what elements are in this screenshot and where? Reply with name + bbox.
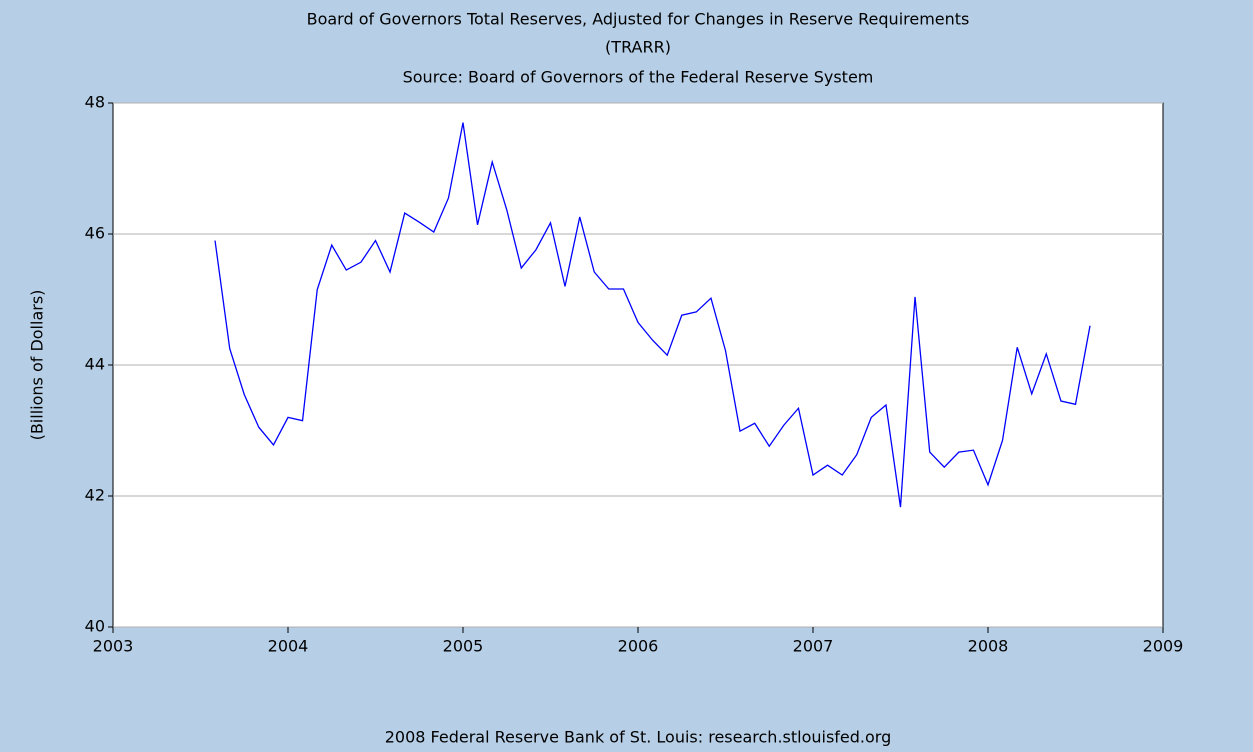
y-tick-label: 42	[85, 486, 105, 505]
x-tick-label: 2006	[618, 637, 659, 656]
x-tick-label: 2008	[968, 637, 1009, 656]
chart-source: Source: Board of Governors of the Federa…	[403, 68, 874, 87]
y-axis-label: (Billions of Dollars)	[28, 290, 47, 441]
data-line	[214, 122, 1091, 508]
y-tick-label: 48	[85, 93, 105, 112]
x-tick-label: 2003	[93, 637, 134, 656]
y-tick-label: 44	[85, 355, 105, 374]
y-tick-label: 46	[85, 224, 105, 243]
x-tick-label: 2009	[1143, 637, 1184, 656]
x-tick-label: 2004	[268, 637, 309, 656]
chart-title: Board of Governors Total Reserves, Adjus…	[307, 10, 970, 29]
y-tick-label: 40	[85, 617, 105, 636]
footer: 2008 Federal Reserve Bank of St. Louis: …	[385, 728, 892, 747]
x-tick-label: 2005	[443, 637, 484, 656]
x-tick-label: 2007	[793, 637, 834, 656]
chart-subtitle: (TRARR)	[605, 38, 671, 57]
